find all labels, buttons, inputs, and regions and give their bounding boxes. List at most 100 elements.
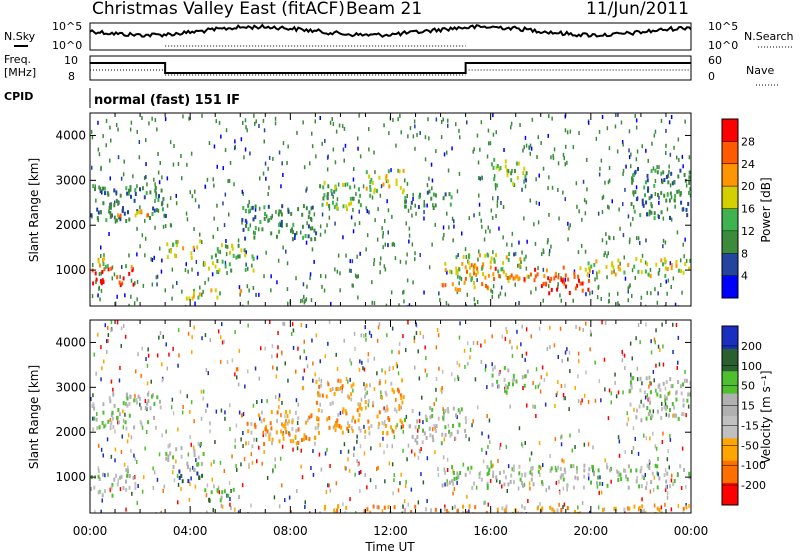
- range-cell: [135, 398, 138, 403]
- speckle-cell: [444, 504, 446, 509]
- speckle-cell: [517, 263, 519, 268]
- speckle-cell: [476, 341, 479, 345]
- speckle-cell: [402, 429, 404, 434]
- range-cell: [115, 218, 118, 223]
- range-cell: [92, 427, 95, 432]
- speckle-cell: [327, 341, 329, 346]
- speckle-cell: [356, 254, 358, 259]
- speckle-cell: [193, 227, 195, 231]
- range-cell: [610, 263, 613, 268]
- speckle-cell: [173, 478, 176, 483]
- speckle-cell: [383, 123, 385, 128]
- time-tick-label: 20:00: [574, 524, 609, 538]
- speckle-cell: [406, 457, 408, 462]
- speckle-cell: [101, 190, 103, 195]
- range-cell: [521, 375, 524, 380]
- speckle-cell: [402, 448, 404, 453]
- speckle-cell: [283, 322, 286, 326]
- range-cell: [660, 210, 663, 215]
- speckle-cell: [363, 424, 365, 429]
- range-cell: [523, 277, 526, 282]
- range-cell: [216, 270, 219, 274]
- range-cell: [244, 209, 247, 213]
- range-cell: [187, 479, 190, 484]
- range-cell: [301, 438, 303, 443]
- range-cell: [667, 180, 670, 185]
- speckle-cell: [216, 227, 219, 232]
- speckle-cell: [669, 152, 672, 157]
- speckle-cell: [608, 235, 610, 240]
- speckle-cell: [109, 487, 111, 492]
- speckle-cell: [442, 117, 444, 122]
- speckle-cell: [286, 287, 289, 292]
- beam-label: Beam 21: [346, 0, 422, 19]
- speckle-cell: [476, 133, 479, 138]
- range-cell: [146, 401, 149, 406]
- speckle-cell: [551, 185, 554, 190]
- speckle-cell: [373, 356, 376, 361]
- speckle-cell: [654, 179, 657, 183]
- speckle-cell: [560, 435, 562, 440]
- speckle-cell: [130, 120, 133, 125]
- range-cell: [526, 369, 529, 374]
- range-cell: [176, 239, 179, 244]
- speckle-cell: [211, 272, 214, 277]
- speckle-cell: [398, 342, 401, 346]
- range-cell: [101, 270, 104, 274]
- range-cell: [181, 479, 184, 484]
- speckle-cell: [477, 160, 480, 165]
- speckle-cell: [668, 164, 670, 169]
- speckle-cell: [418, 411, 421, 416]
- range-cell: [119, 193, 122, 198]
- range-cell: [447, 511, 450, 513]
- range-cell: [650, 194, 653, 199]
- speckle-cell: [654, 287, 656, 292]
- speckle-cell: [495, 478, 498, 483]
- speckle-cell: [209, 421, 211, 426]
- range-cell: [658, 508, 661, 512]
- speckle-cell: [287, 301, 289, 306]
- speckle-cell: [542, 267, 545, 272]
- range-cell: [216, 259, 219, 264]
- range-cell: [320, 383, 323, 388]
- speckle-cell: [644, 260, 647, 265]
- range-cell: [358, 187, 360, 192]
- range-cell: [510, 473, 513, 478]
- range-cell: [337, 504, 340, 509]
- speckle-cell: [391, 462, 394, 467]
- speckle-cell: [537, 135, 539, 140]
- speckle-cell: [106, 339, 108, 344]
- range-cell: [682, 506, 685, 511]
- range-cell: [664, 259, 667, 264]
- speckle-cell: [631, 268, 634, 273]
- range-cell: [96, 216, 99, 221]
- speckle-cell: [392, 366, 394, 370]
- speckle-cell: [685, 484, 687, 489]
- speckle-cell: [486, 154, 489, 159]
- range-cell: [656, 392, 659, 397]
- speckle-cell: [306, 284, 308, 289]
- speckle-cell: [281, 422, 283, 427]
- range-cell: [275, 430, 278, 435]
- range-cell: [96, 426, 99, 431]
- speckle-cell: [217, 329, 220, 334]
- range-cell: [113, 215, 116, 220]
- speckle-cell: [319, 402, 321, 407]
- speckle-cell: [213, 183, 215, 188]
- speckle-cell: [383, 406, 385, 411]
- noise-bottom-left: 10^0: [52, 39, 82, 52]
- range-cell: [470, 263, 473, 268]
- speckle-cell: [428, 176, 430, 181]
- speckle-cell: [662, 244, 664, 249]
- speckle-cell: [412, 197, 414, 201]
- range-cell: [465, 434, 467, 438]
- speckle-cell: [487, 128, 490, 133]
- range-cell: [587, 287, 590, 292]
- range-cell: [555, 468, 558, 473]
- speckle-cell: [162, 224, 165, 229]
- range-cell: [656, 485, 659, 490]
- speckle-cell: [260, 346, 262, 351]
- speckle-cell: [661, 322, 663, 327]
- speckle-cell: [252, 403, 255, 408]
